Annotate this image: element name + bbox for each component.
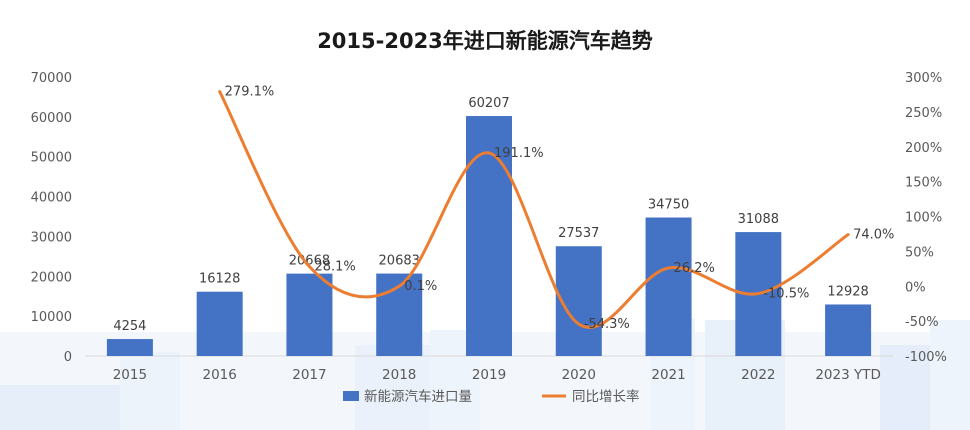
- bar: [825, 304, 872, 356]
- bar: [555, 246, 602, 356]
- x-tick-label: 2018: [382, 367, 416, 383]
- bar-data-label: 20668: [289, 254, 330, 269]
- x-axis-categories: 2015 2016 2017 2018 2019 2020 2021 2022 2023 YTD: [113, 367, 881, 383]
- y-right-tick-label: 200%: [905, 141, 942, 156]
- y-left-tick-label: 0: [64, 350, 72, 365]
- bar: [645, 217, 692, 356]
- bar-data-label: 31088: [738, 212, 779, 227]
- legend-label-line: 同比增长率: [572, 388, 640, 405]
- bar: [196, 291, 243, 356]
- legend-swatch-bars: [343, 391, 359, 401]
- y-left-tick-label: 30000: [31, 230, 72, 245]
- line-data-label: -10.5%: [763, 287, 809, 302]
- y-left-tick-label: 60000: [31, 111, 72, 126]
- x-tick-label: 2022: [741, 367, 775, 383]
- legend: 新能源汽车进口量 同比增长率: [343, 388, 640, 405]
- line-data-label: 191.1%: [494, 146, 544, 161]
- x-tick-label: 2021: [651, 367, 685, 383]
- x-tick-label: 2016: [202, 367, 236, 383]
- line-data-label: 74.0%: [853, 228, 894, 243]
- y-right-tick-label: 100%: [905, 211, 942, 226]
- x-tick-label: 2017: [292, 367, 326, 383]
- x-tick-label: 2023 YTD: [815, 367, 881, 383]
- y-right-tick-label: 150%: [905, 176, 942, 191]
- line-data-label: 279.1%: [225, 85, 275, 100]
- legend-label-bars: 新能源汽车进口量: [364, 388, 472, 405]
- y-right-tick-label: 250%: [905, 106, 942, 121]
- y-left-tick-label: 70000: [31, 71, 72, 86]
- y-left-tick-label: 50000: [31, 151, 72, 166]
- line-data-label: 0.1%: [404, 279, 437, 294]
- bar: [106, 339, 153, 356]
- y-axis-left: 0 10000 20000 30000 40000 50000 60000 70000: [31, 71, 72, 365]
- line-data-label: -54.3%: [584, 317, 630, 332]
- y-right-tick-label: -100%: [905, 350, 947, 365]
- x-tick-label: 2020: [562, 367, 596, 383]
- bar-data-label: 12928: [827, 284, 868, 299]
- growth-rate-line: [218, 90, 850, 329]
- line-data-label: 26.2%: [674, 261, 715, 276]
- bar: [466, 116, 512, 356]
- y-left-tick-label: 20000: [31, 270, 72, 285]
- y-left-tick-label: 10000: [31, 310, 72, 325]
- line-data-label: 28.1%: [314, 260, 355, 275]
- bar-data-label: 27537: [558, 226, 599, 241]
- y-axis-right: -100% -50% 0% 50% 100% 150% 200% 250% 300%: [905, 71, 947, 365]
- bar-data-label: 4254: [113, 319, 146, 334]
- x-tick-label: 2015: [113, 367, 147, 383]
- chart-title: 2015-2023年进口新能源汽车趋势: [317, 29, 653, 53]
- y-right-tick-label: 0%: [905, 280, 926, 295]
- y-right-tick-label: 300%: [905, 71, 942, 86]
- bar-data-label: 20683: [379, 254, 420, 269]
- y-left-tick-label: 40000: [31, 191, 72, 206]
- line-series: 279.1% 28.1% 0.1% 191.1% -54.3% 26.2% -10.5% 74…: [218, 85, 894, 332]
- bar-data-label: 16128: [199, 272, 240, 287]
- bar-data-label: 34750: [648, 197, 689, 212]
- x-tick-label: 2019: [472, 367, 506, 383]
- bar: [286, 273, 333, 356]
- bar-series: 4254 16128 20668 20683 60207 27537 34750 31088 1…: [106, 96, 872, 356]
- bar-data-label: 60207: [468, 96, 509, 111]
- y-right-tick-label: -50%: [905, 315, 939, 330]
- y-right-tick-label: 50%: [905, 245, 934, 260]
